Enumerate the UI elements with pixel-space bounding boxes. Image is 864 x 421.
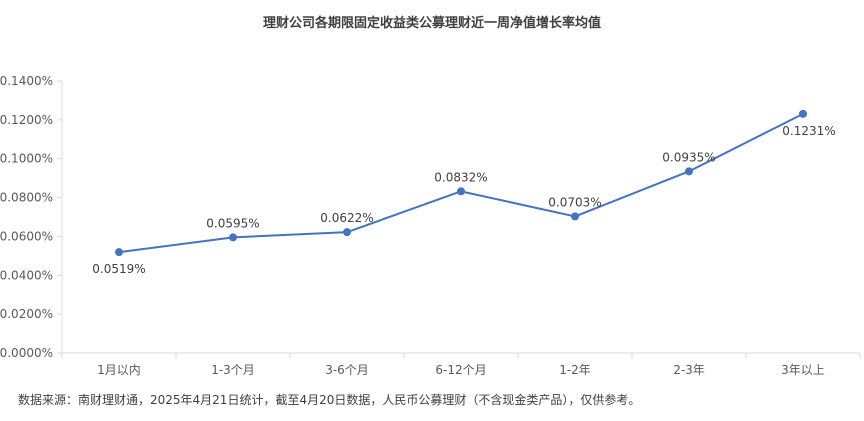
y-tick-label: 0.0200% (0, 307, 53, 321)
data-point (343, 228, 351, 237)
y-tick-label: 0.1400% (0, 74, 53, 88)
source-note: 数据来源：南财理财通，2025年4月21日统计，截至4月20日数据，人民币公募理… (18, 393, 641, 407)
y-tick-label: 0.0800% (0, 191, 53, 205)
y-tick-label: 0.0000% (0, 346, 53, 360)
x-tick-label: 1月以内 (97, 363, 141, 377)
data-point (229, 233, 237, 242)
y-tick-label: 0.1000% (0, 152, 53, 166)
y-tick-label: 0.0600% (0, 229, 53, 243)
x-tick-label: 3-6个月 (325, 363, 369, 377)
data-point (115, 248, 123, 257)
series-group: 0.0519% 0.0595% 0.0622% 0.0832% 0.0703% 0.093… (92, 109, 836, 276)
data-point (685, 167, 693, 176)
chart-title: 理财公司各期限固定收益类公募理财近一周净值增长率均值 (262, 16, 601, 31)
data-label: 0.0832% (434, 170, 487, 184)
y-axis: 0.0000% 0.0200% 0.0400% 0.0600% 0.0800% 0.100… (0, 74, 63, 360)
x-tick-label: 3年以上 (781, 363, 825, 377)
data-point (457, 187, 465, 196)
data-label: 0.0935% (662, 150, 715, 164)
data-point (571, 212, 579, 221)
data-label: 0.0519% (92, 262, 145, 276)
y-tick-label: 0.1200% (0, 113, 53, 127)
y-tick-label: 0.0400% (0, 268, 53, 282)
x-tick-label: 6-12个月 (435, 363, 486, 377)
x-tick-label: 1-2年 (559, 363, 591, 377)
x-axis: 1月以内 1-3个月 3-6个月 6-12个月 1-2年 2-3年 3年以上 (61, 352, 861, 377)
data-label: 0.0622% (320, 211, 373, 225)
data-label: 0.1231% (782, 124, 835, 138)
data-label: 0.0703% (548, 195, 601, 209)
data-label: 0.0595% (206, 216, 259, 230)
x-tick-label: 2-3年 (673, 363, 705, 377)
x-tick-label: 1-3个月 (211, 363, 255, 377)
data-point (799, 109, 807, 118)
